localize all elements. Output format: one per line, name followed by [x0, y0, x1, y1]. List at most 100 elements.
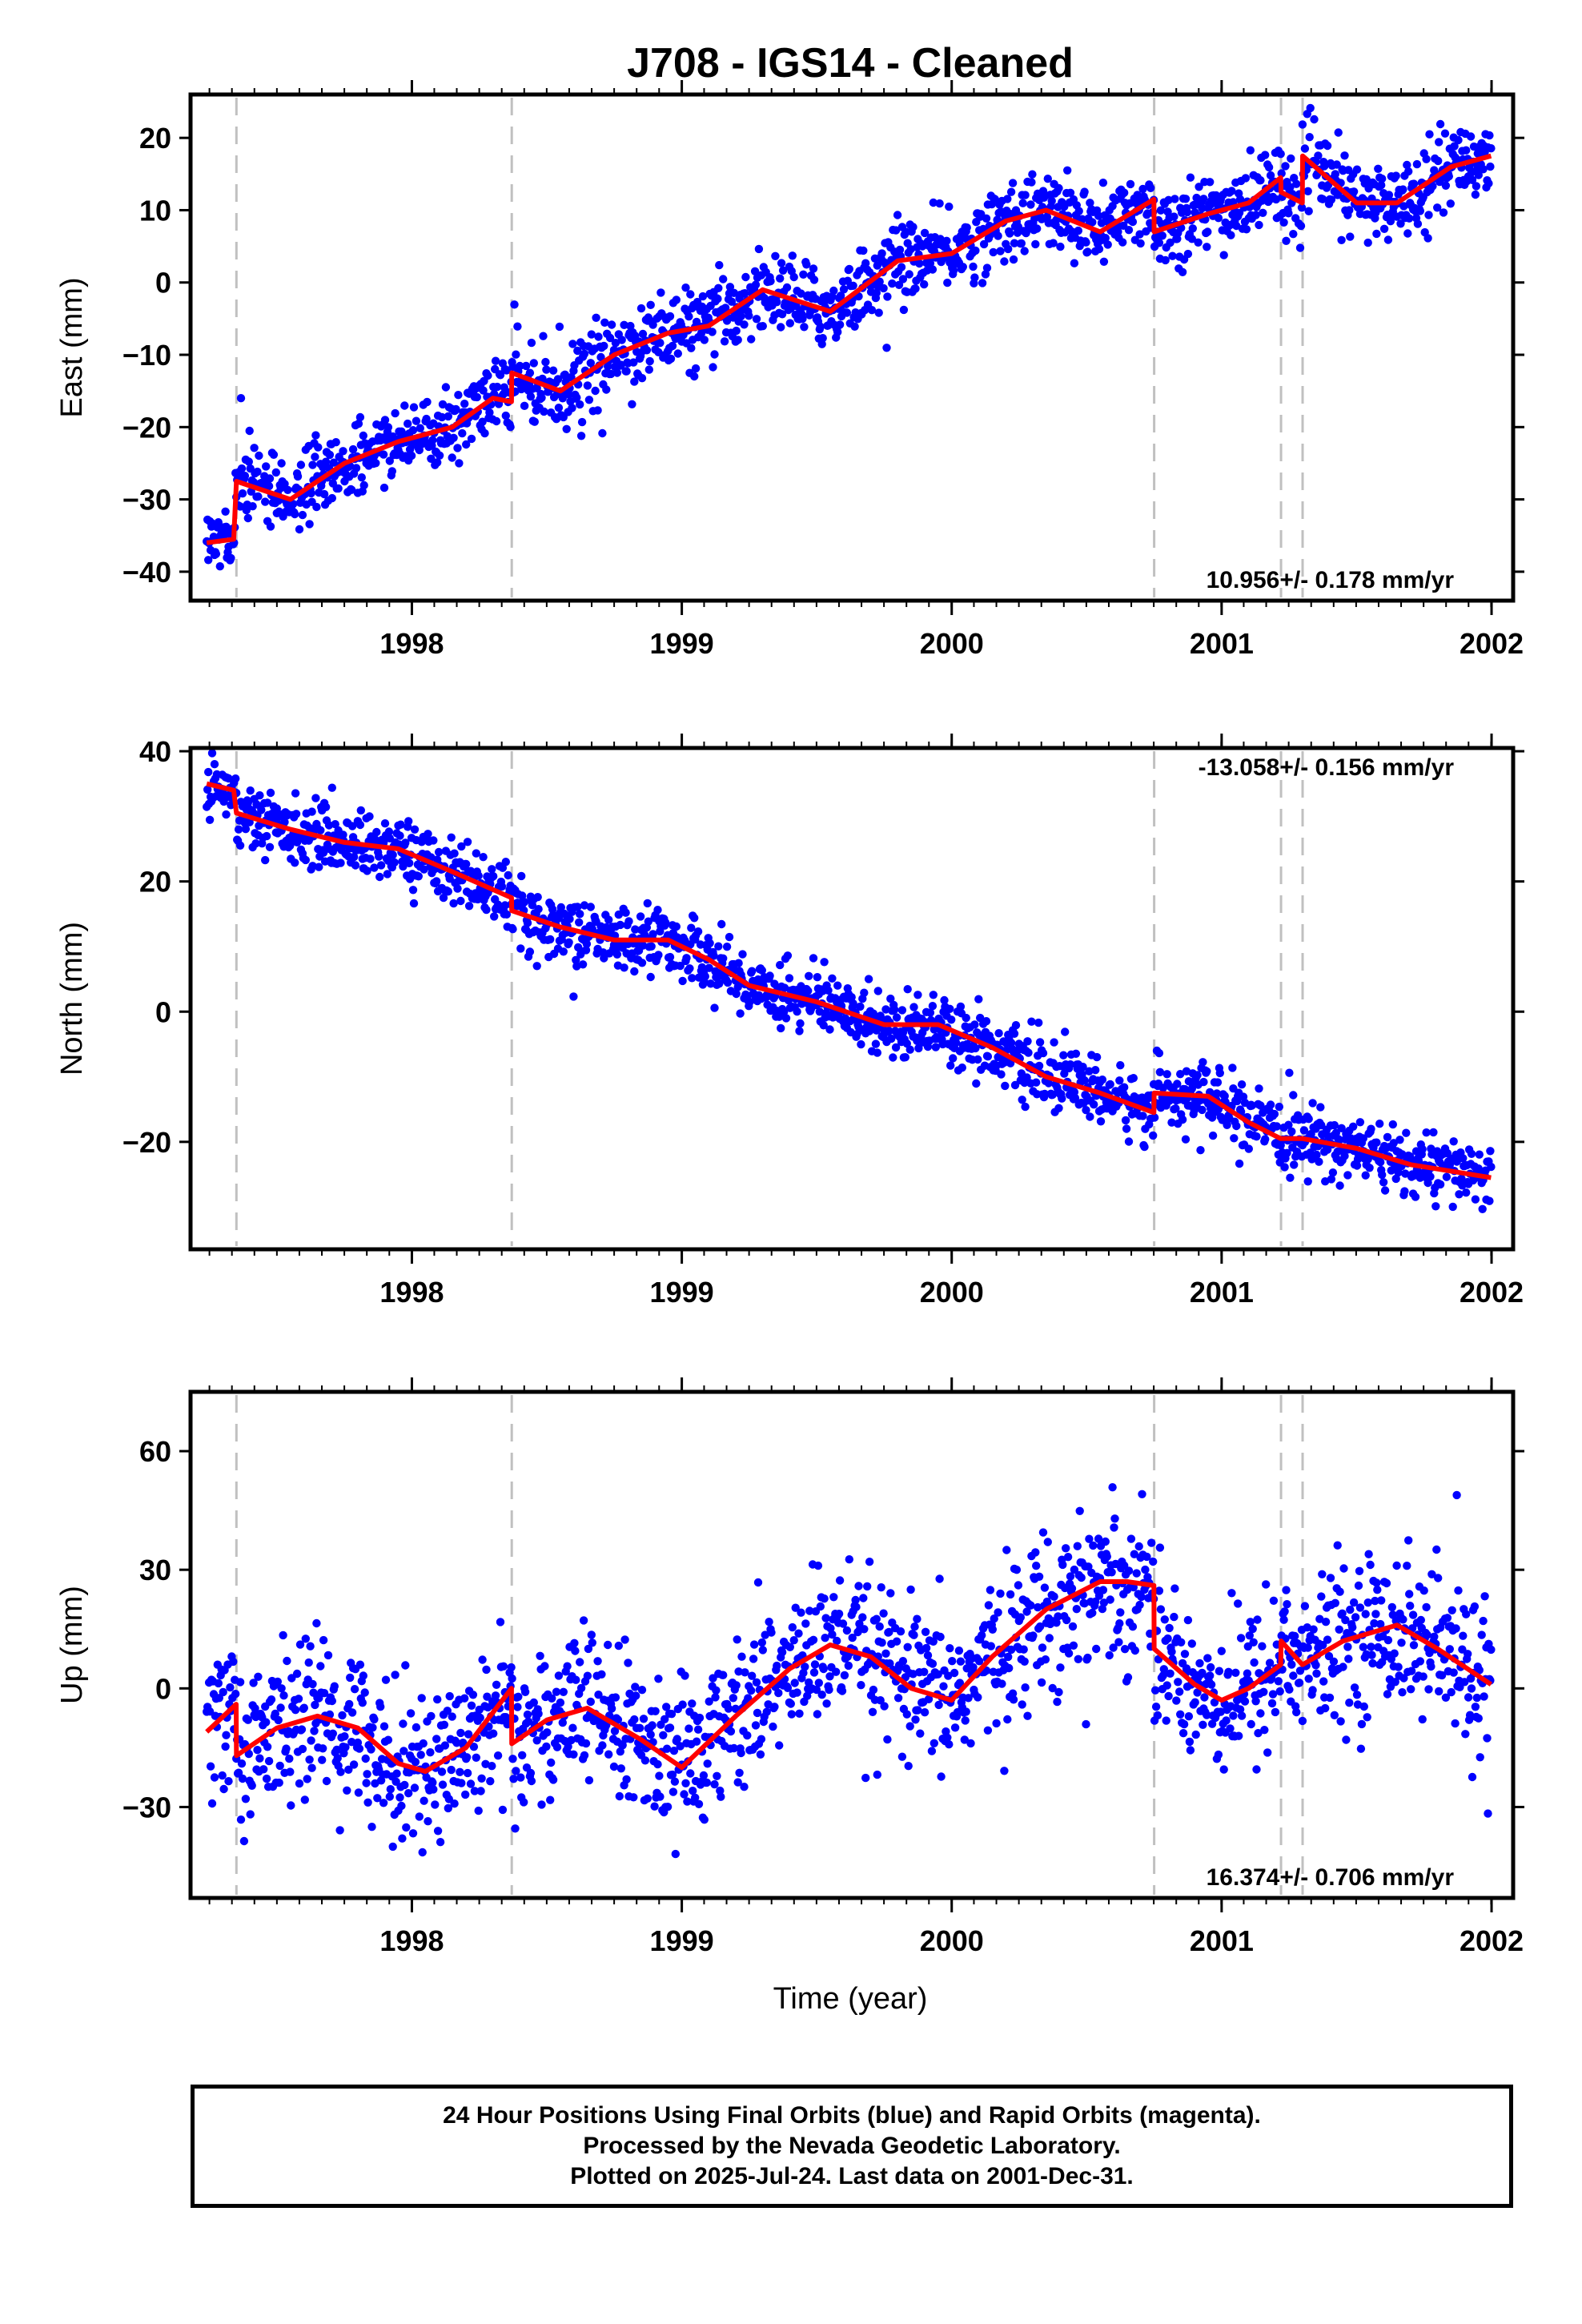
data-point [359, 1671, 367, 1680]
data-point [1403, 229, 1412, 238]
data-point [310, 1727, 319, 1735]
data-point [1380, 1186, 1390, 1195]
data-point [1126, 179, 1135, 189]
data-point [396, 831, 404, 840]
data-point [311, 794, 320, 802]
data-point [1277, 169, 1286, 178]
data-point [460, 400, 469, 408]
data-point [635, 1723, 644, 1732]
data-point [1062, 1544, 1070, 1553]
data-point [437, 412, 447, 422]
data-point [844, 1661, 853, 1671]
data-point [1149, 1557, 1158, 1566]
data-point [1054, 183, 1063, 193]
data-point [520, 1798, 528, 1807]
data-point [1206, 178, 1215, 187]
data-point [597, 1670, 606, 1679]
data-point [388, 850, 397, 859]
data-point [926, 1008, 935, 1017]
data-point [316, 1662, 325, 1671]
data-point [542, 1742, 551, 1751]
data-point [996, 247, 1005, 255]
data-point [521, 361, 531, 371]
data-point [1163, 1634, 1172, 1643]
x-tick-label-east: 2001 [1190, 627, 1254, 660]
data-point [572, 1675, 580, 1684]
data-point [523, 1710, 532, 1719]
data-point [449, 899, 458, 908]
data-point [1299, 1126, 1309, 1135]
data-point [1164, 195, 1173, 204]
data-point [1471, 1195, 1480, 1204]
data-point [656, 1792, 665, 1801]
data-point [694, 1799, 704, 1808]
data-point [307, 1763, 316, 1772]
data-point [334, 484, 343, 493]
data-point [667, 1710, 677, 1719]
data-point [553, 375, 563, 384]
data-point [982, 214, 991, 223]
data-point [974, 1693, 982, 1702]
data-point [262, 1774, 271, 1783]
data-point [868, 1707, 877, 1716]
data-point [224, 1777, 233, 1786]
data-point [711, 1693, 720, 1702]
data-point [547, 1758, 556, 1767]
data-point [1082, 238, 1090, 247]
data-point [1047, 196, 1056, 206]
data-point [274, 497, 283, 505]
data-point [1403, 160, 1411, 170]
data-point [1018, 1700, 1026, 1709]
data-point [631, 925, 640, 934]
data-point [860, 988, 869, 997]
data-point [1072, 1605, 1082, 1614]
data-point [1422, 155, 1431, 163]
data-point [1319, 195, 1327, 203]
data-point [331, 819, 339, 829]
data-point [935, 199, 944, 208]
data-point [312, 1618, 321, 1628]
data-point [1182, 207, 1192, 217]
data-point [738, 950, 747, 959]
data-point [1247, 1101, 1256, 1110]
data-point [1303, 1177, 1312, 1186]
data-point [410, 1783, 420, 1792]
data-point [1323, 141, 1332, 151]
data-point [1203, 243, 1211, 251]
data-point [1435, 1180, 1445, 1189]
data-point [909, 1630, 918, 1639]
data-point [1391, 171, 1400, 180]
data-point [1080, 1076, 1089, 1085]
data-point [607, 320, 616, 329]
data-point [1026, 200, 1035, 209]
data-point [280, 818, 289, 826]
data-point [234, 1768, 243, 1777]
data-point [1071, 1049, 1081, 1059]
data-point [975, 1657, 984, 1666]
data-point [905, 1045, 914, 1054]
data-point [480, 428, 489, 438]
data-point [1252, 1132, 1261, 1141]
data-point [1270, 1109, 1279, 1119]
data-point [1359, 1134, 1368, 1143]
data-point [514, 1692, 523, 1701]
data-point [433, 1695, 442, 1704]
data-point [955, 1679, 965, 1687]
data-point [962, 1664, 971, 1673]
data-point [1050, 1038, 1058, 1047]
data-point [1363, 238, 1372, 247]
y-tick-label-east: 10 [139, 194, 171, 227]
data-point [1242, 225, 1251, 234]
data-point [399, 862, 408, 871]
data-point [1379, 224, 1389, 233]
data-point [396, 820, 405, 829]
data-point [1006, 1645, 1016, 1655]
data-point [817, 1691, 826, 1699]
data-point [1173, 1080, 1182, 1088]
data-point [637, 1686, 647, 1695]
data-point [338, 1711, 347, 1720]
data-point [720, 337, 729, 346]
data-point [502, 366, 511, 375]
data-point [1123, 1673, 1133, 1682]
data-point [931, 1043, 941, 1051]
